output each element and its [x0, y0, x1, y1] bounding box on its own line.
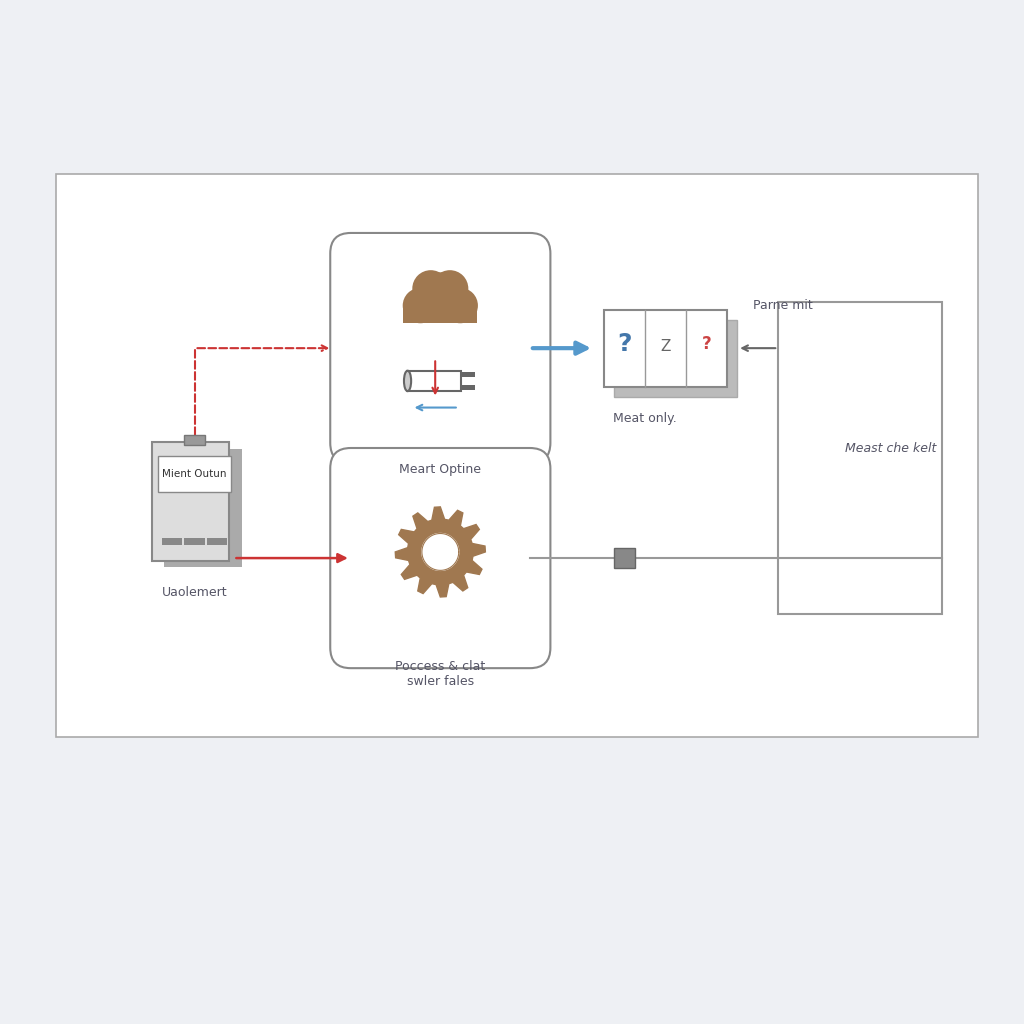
Text: Uaolemert: Uaolemert	[162, 586, 227, 599]
FancyBboxPatch shape	[330, 233, 551, 463]
Bar	[184, 435, 205, 445]
Bar	[461, 385, 475, 390]
Bar	[164, 449, 242, 567]
Bar	[184, 538, 205, 545]
Bar	[403, 303, 477, 323]
Circle shape	[442, 288, 478, 324]
Polygon shape	[422, 534, 459, 570]
Ellipse shape	[403, 371, 412, 391]
Bar	[778, 302, 942, 614]
Bar	[158, 456, 231, 492]
Bar	[207, 538, 227, 545]
Circle shape	[413, 270, 450, 307]
Text: Poccess & clat
swler fales: Poccess & clat swler fales	[395, 660, 485, 688]
Text: Mient Outun: Mient Outun	[163, 469, 226, 478]
Text: ?: ?	[617, 332, 632, 356]
Circle shape	[417, 272, 464, 319]
Text: Meat only.: Meat only.	[613, 412, 677, 425]
Text: Parne mit: Parne mit	[753, 299, 812, 311]
Bar	[461, 373, 475, 378]
Circle shape	[402, 288, 438, 324]
Bar	[614, 319, 737, 396]
Polygon shape	[395, 507, 485, 597]
Bar	[604, 309, 727, 386]
FancyBboxPatch shape	[330, 449, 551, 669]
Bar	[408, 371, 461, 391]
Text: Meast che kelt: Meast che kelt	[845, 441, 937, 455]
Bar	[152, 442, 229, 561]
Text: Meart Optine: Meart Optine	[399, 463, 481, 476]
Bar	[162, 538, 182, 545]
Circle shape	[431, 270, 468, 307]
Bar	[614, 548, 635, 568]
FancyBboxPatch shape	[56, 174, 978, 737]
Text: ?: ?	[701, 335, 712, 353]
Text: Z: Z	[660, 339, 671, 353]
